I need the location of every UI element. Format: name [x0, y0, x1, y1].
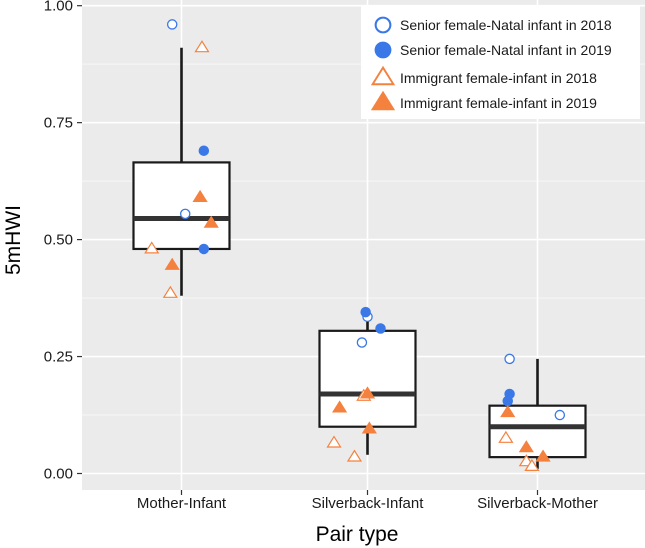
y-tick-label: 0.75: [44, 115, 73, 132]
legend-key: [370, 90, 396, 111]
data-point: [198, 243, 210, 255]
legend: Senior female-Natal infant in 2018 Senior…: [361, 6, 640, 119]
y-tick-label: 1.00: [44, 0, 73, 15]
y-axis-title: 5mHWI: [2, 205, 25, 275]
data-point: [144, 241, 160, 254]
data-point: [504, 353, 515, 365]
legend-label: Senior female-Natal infant in 2019: [400, 42, 612, 58]
legend-key: [374, 41, 392, 59]
data-point: [518, 440, 534, 453]
x-tick-label: Silverback-Mother: [477, 495, 598, 512]
data-point: [375, 323, 386, 334]
legend-label: Immigrant female-infant in 2018: [400, 70, 597, 86]
data-point: [500, 405, 516, 418]
data-point: [504, 388, 515, 400]
y-tick-label: 0.50: [44, 232, 73, 249]
data-point: [524, 458, 540, 471]
data-point: [179, 208, 191, 220]
data-point: [356, 337, 368, 348]
data-point: [361, 421, 377, 434]
data-point: [198, 145, 210, 156]
data-point: [203, 215, 219, 228]
data-point: [554, 409, 566, 421]
data-point: [166, 19, 178, 30]
y-tick-label: 0.00: [44, 466, 73, 483]
x-tick-label: Silverback-Infant: [312, 495, 425, 512]
box-iqr: [132, 161, 231, 251]
data-point: [359, 386, 376, 399]
x-axis-title: Pair type: [316, 523, 399, 546]
data-point: [346, 449, 363, 462]
data-point: [164, 257, 180, 270]
data-point: [162, 285, 178, 298]
data-point: [194, 40, 210, 53]
legend-label: Senior female-Natal infant in 2018: [400, 17, 612, 33]
legend-label: Immigrant female-infant in 2019: [400, 95, 597, 111]
data-point: [498, 430, 514, 443]
data-point: [326, 435, 342, 448]
data-point: [332, 400, 348, 413]
data-point: [360, 306, 371, 318]
y-tick-label: 0.25: [44, 349, 73, 366]
legend-key: [374, 16, 392, 34]
data-point: [192, 189, 208, 202]
data-points: [144, 19, 566, 471]
legend-key: [370, 65, 396, 86]
axes: 0.00 0.25 0.50 0.75 1.00 Mother-Infant Silverb…: [44, 0, 598, 512]
x-tick-label: Mother-Infant: [137, 495, 227, 512]
legend-box: [361, 6, 640, 119]
data-point: [535, 449, 551, 462]
